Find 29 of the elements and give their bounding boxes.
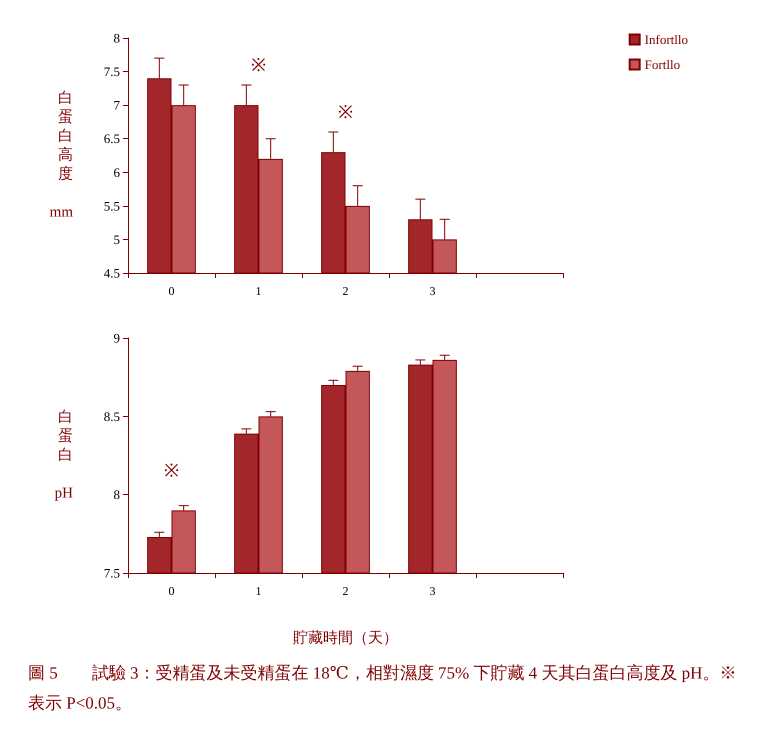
x-tick-label: 0 (168, 584, 174, 598)
annotation: ※ (164, 460, 179, 480)
y-tick-label: 7.5 (104, 566, 120, 580)
x-axis-title: 貯藏時間（天） (293, 630, 398, 646)
x-tick-label: 3 (430, 584, 436, 598)
y-tick-label: 6 (114, 164, 120, 180)
caption: 圖 5 試驗 3：受精蛋及未受精蛋在 18℃，相對濕度 75% 下貯藏 4 天其白蛋白高度及 pH。※ 表示 P<0.05。 (28, 664, 741, 712)
y-tick-label: 4.5 (104, 266, 120, 280)
y-tick-label: 8.5 (104, 408, 120, 424)
legend-label: Fortllo (644, 57, 680, 72)
annotation: ※ (251, 55, 266, 76)
x-tick-label: 1 (256, 584, 262, 598)
annotation: ※ (338, 102, 353, 122)
y-tick-label: 6.5 (104, 131, 120, 146)
x-tick-label: 2 (342, 584, 348, 598)
x-tick-label: 3 (430, 284, 436, 298)
y-tick-label: 5.5 (104, 198, 120, 214)
text: 白蛋白高度 mm (50, 90, 73, 220)
y-tick-label: 7.5 (104, 64, 120, 80)
legend-label: Infortllo (644, 32, 688, 47)
y-tick-label: 8 (114, 30, 120, 46)
y-tick-label: 8 (114, 487, 120, 502)
text: 白蛋白 pH (54, 410, 73, 502)
y-tick-label: 5 (114, 232, 120, 247)
y-tick-label: 7 (114, 98, 120, 113)
x-tick-label: 2 (342, 284, 348, 298)
x-tick-label: 1 (256, 284, 262, 298)
x-tick-label: 0 (168, 284, 174, 298)
y-tick-label: 9 (114, 330, 120, 346)
